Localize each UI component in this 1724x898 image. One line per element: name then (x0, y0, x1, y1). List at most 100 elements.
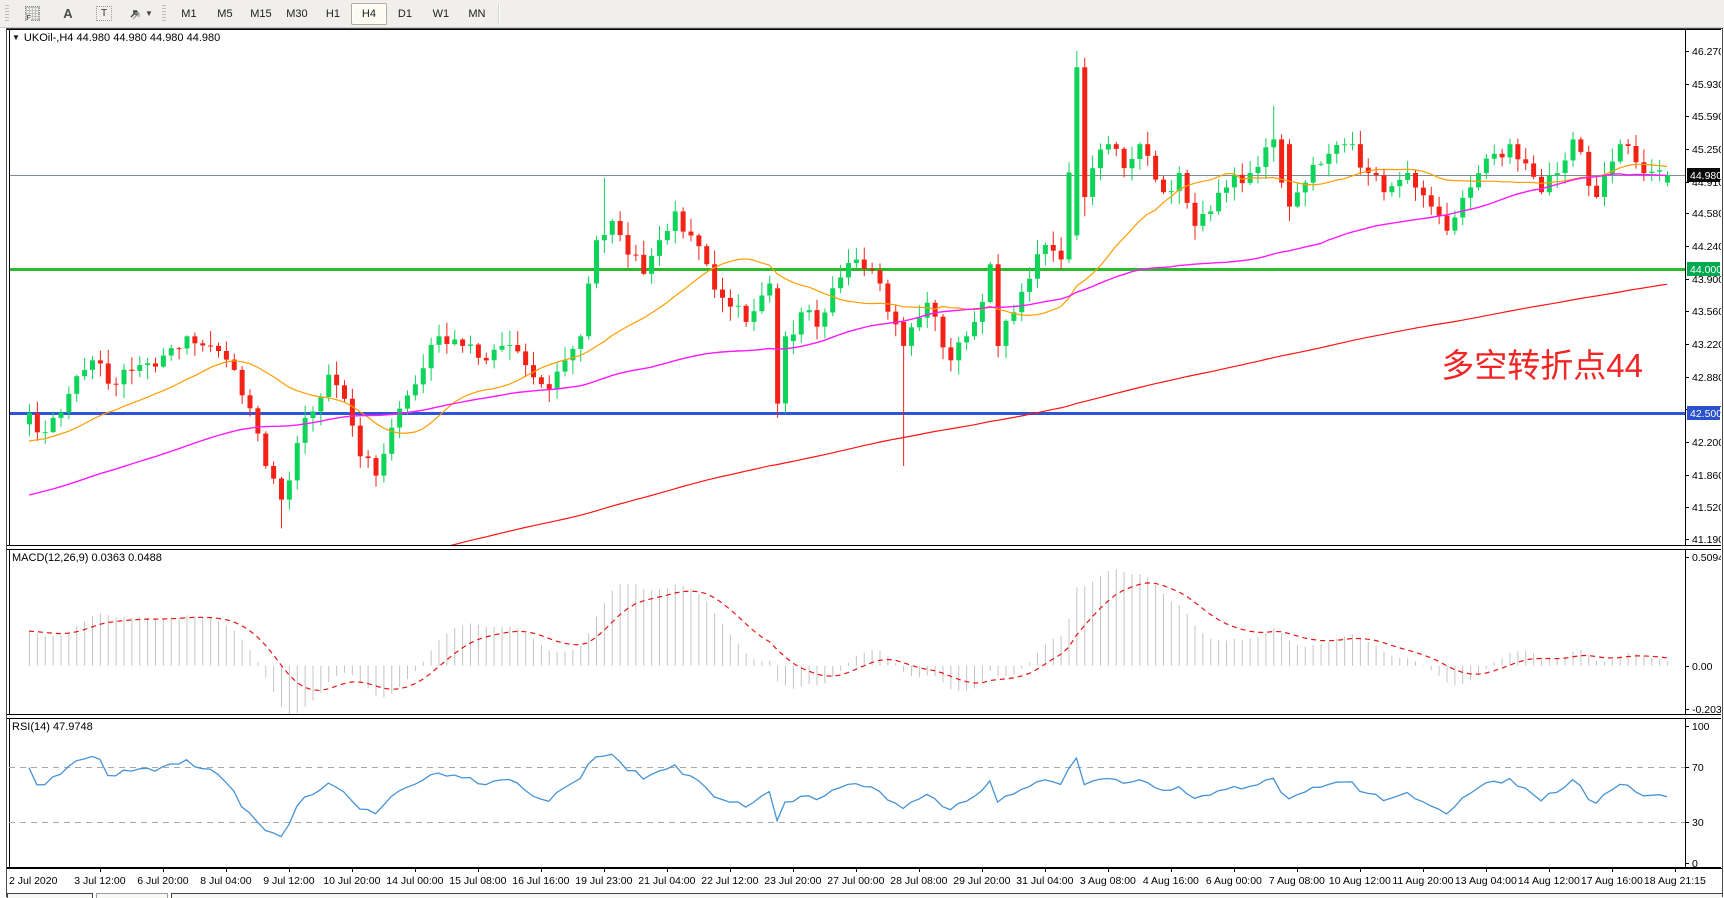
tf-button-m1[interactable]: M1 (181, 7, 197, 20)
candles-group (27, 51, 1670, 529)
time-label: 14 Jul 00:00 (386, 875, 444, 887)
font-a-button[interactable]: A (50, 3, 86, 25)
time-tick (604, 869, 605, 872)
svg-text:41.190: 41.190 (1692, 534, 1721, 546)
time-tick (541, 869, 542, 872)
time-tick (856, 869, 857, 872)
time-label: 16 Jul 16:00 (512, 875, 570, 887)
time-tick (667, 869, 668, 872)
chart-tab[interactable] (96, 893, 168, 898)
time-label: 6 Aug 00:00 (1205, 875, 1262, 887)
arrows-icon (130, 9, 140, 19)
svg-text:-0.2032: -0.2032 (1692, 704, 1721, 715)
annotation-text-object[interactable]: 多空转折点44 (1441, 347, 1643, 384)
time-label: 2 Jul 2020 (9, 875, 58, 887)
macd-signal-line (28, 582, 1668, 692)
svg-text:45.250: 45.250 (1692, 144, 1721, 156)
time-label: 17 Aug 16:00 (1580, 875, 1643, 887)
time-tick (100, 869, 101, 872)
macd-canvas[interactable]: 0.5094 0.00 -0.2032 (7, 549, 1721, 715)
chart-tab[interactable] (7, 893, 93, 898)
ma-216-line (450, 283, 1668, 545)
macd-histogram (29, 569, 1668, 714)
chart-tabs-strip (7, 892, 1722, 898)
svg-text:43.900: 43.900 (1692, 274, 1721, 286)
arrow-objects-button[interactable]: ▼ (122, 3, 159, 25)
tf-button-m5[interactable]: M5 (217, 7, 233, 20)
rsi-pane[interactable]: 100 70 30 0 RSI(14) 47.9748 (7, 718, 1721, 868)
svg-text:44.240: 44.240 (1692, 241, 1721, 253)
time-tick (1360, 869, 1361, 872)
svg-text:45.930: 45.930 (1692, 79, 1721, 91)
tf-button-d1[interactable]: D1 (397, 7, 412, 20)
time-label: 29 Jul 20:00 (953, 875, 1011, 887)
tf-button-w1[interactable]: W1 (432, 7, 450, 20)
time-label: 10 Aug 12:00 (1328, 875, 1391, 887)
text-label-icon: T (96, 6, 112, 21)
time-axis[interactable]: 2 Jul 2020 3 Jul 12:00 6 Jul 20:00 8 Jul 04… (7, 868, 1722, 892)
svg-text:0.5094: 0.5094 (1692, 552, 1721, 564)
symbol-dropdown-icon[interactable]: ▼ (12, 33, 20, 42)
time-tick (1045, 869, 1046, 872)
toolbar-grip[interactable] (5, 4, 9, 23)
time-tick (1234, 869, 1235, 872)
time-tick (982, 869, 983, 872)
ma-70-line (28, 173, 1668, 496)
text-label-button[interactable]: T (86, 3, 122, 25)
time-tick (478, 869, 479, 872)
time-tick (1675, 869, 1676, 872)
macd-pane[interactable]: 0.5094 0.00 -0.2032 MACD(12,26,9) 0.0363 0… (7, 549, 1721, 715)
svg-text:30: 30 (1692, 817, 1704, 829)
time-tick (1297, 869, 1298, 872)
tf-button-m30[interactable]: M30 (286, 7, 308, 20)
time-tick (730, 869, 731, 872)
time-label: 6 Jul 20:00 (137, 875, 189, 887)
time-tick (1486, 869, 1487, 872)
svg-text:0: 0 (1692, 858, 1698, 868)
time-label: 10 Jul 20:00 (323, 875, 381, 887)
tf-button-h4[interactable]: H4 (350, 2, 387, 25)
time-label: 3 Aug 08:00 (1079, 875, 1136, 887)
time-tick (415, 869, 416, 872)
svg-text:41.520: 41.520 (1692, 502, 1721, 514)
time-label: 11 Aug 20:00 (1392, 875, 1454, 887)
chart-window: 46.270 45.930 45.590 45.250 44.910 44.580 44.2… (6, 28, 1723, 898)
time-tick (226, 869, 227, 872)
grid-f-button[interactable]: F (14, 3, 50, 25)
rsi-canvas[interactable]: 100 70 30 0 (7, 718, 1721, 868)
time-label: 23 Jul 20:00 (764, 875, 822, 887)
price-pane[interactable]: 46.270 45.930 45.590 45.250 44.910 44.580 44.2… (7, 29, 1721, 546)
tf-button-m15[interactable]: M15 (250, 7, 272, 20)
svg-text:41.860: 41.860 (1692, 470, 1721, 482)
chart-tab[interactable] (171, 893, 1722, 898)
time-label: 14 Aug 12:00 (1517, 875, 1580, 887)
svg-text:43.220: 43.220 (1692, 339, 1721, 351)
svg-text:44.580: 44.580 (1692, 208, 1721, 220)
svg-text:46.270: 46.270 (1692, 46, 1721, 58)
tf-button-h1[interactable]: H1 (325, 7, 340, 20)
time-tick (289, 869, 290, 872)
chart-title-quotes: 44.980 44.980 44.980 44.980 (76, 32, 221, 44)
price-tag-support-42-5: 42.500 (1687, 406, 1721, 420)
time-tick (1423, 869, 1424, 872)
candlestick-canvas[interactable]: 46.27045.93045.59045.25044.91044.58044.2… (7, 29, 1721, 546)
svg-text:42.200: 42.200 (1692, 437, 1721, 449)
time-label: 4 Aug 16:00 (1142, 875, 1199, 887)
grid-f-icon: F (24, 6, 40, 22)
svg-text:45.590: 45.590 (1692, 111, 1721, 123)
time-label: 28 Jul 08:00 (890, 875, 948, 887)
svg-text:0.00: 0.00 (1692, 661, 1713, 673)
rsi-line (28, 753, 1668, 838)
tf-button-mn[interactable]: MN (468, 7, 486, 20)
chevron-down-icon: ▼ (145, 9, 153, 18)
time-label: 13 Aug 04:00 (1454, 875, 1517, 887)
svg-text:42.880: 42.880 (1692, 372, 1721, 384)
time-tick (1108, 869, 1109, 872)
toolbar-grip-2[interactable] (161, 4, 166, 23)
time-tick (1612, 869, 1613, 872)
time-label: 15 Jul 08:00 (449, 875, 507, 887)
time-tick (1171, 869, 1172, 872)
time-label: 31 Jul 04:00 (1016, 875, 1074, 887)
rsi-label: RSI(14) 47.9748 (12, 721, 93, 733)
time-tick (1549, 869, 1550, 872)
